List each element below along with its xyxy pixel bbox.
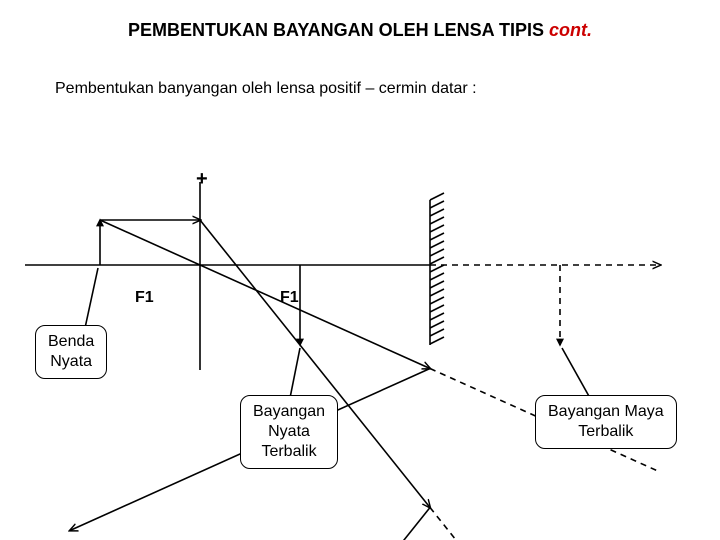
- callout-bayangan-nyata-text: BayanganNyataTerbalik: [253, 403, 325, 460]
- callout-bayangan-maya-text: Bayangan MayaTerbalik: [548, 403, 664, 440]
- title-main: PEMBENTUKAN BAYANGAN OLEH LENSA TIPIS: [128, 20, 549, 40]
- f1-right-label: F1: [280, 289, 299, 307]
- callout-benda-text: BendaNyata: [48, 333, 94, 370]
- f1-left-label: F1: [135, 289, 154, 307]
- plus-label: +: [196, 168, 208, 191]
- subtitle: Pembentukan banyangan oleh lensa positif…: [55, 80, 477, 98]
- callout-bayangan-maya: Bayangan MayaTerbalik: [535, 395, 677, 449]
- title-cont: cont.: [549, 20, 592, 40]
- callout-benda-nyata: BendaNyata: [35, 325, 107, 379]
- callout-bayangan-nyata: BayanganNyataTerbalik: [240, 395, 338, 469]
- page-title: PEMBENTUKAN BAYANGAN OLEH LENSA TIPIS co…: [0, 20, 720, 41]
